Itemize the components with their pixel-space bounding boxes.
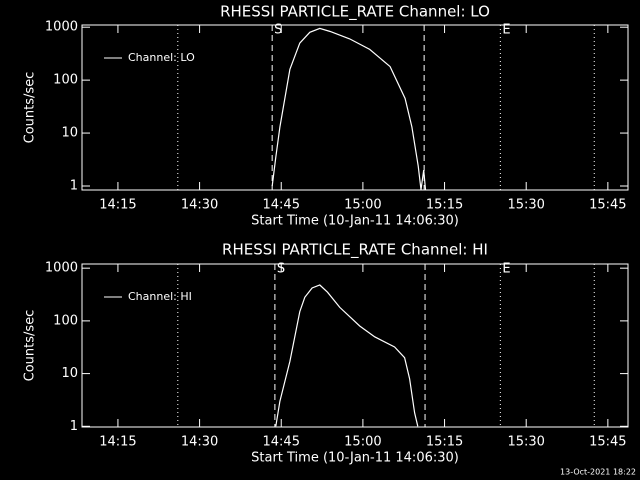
x-tick-label: 15:15	[426, 198, 463, 213]
footer: 13-Oct-2021 18:22	[560, 468, 636, 477]
y-tick-label: 1000	[45, 20, 78, 35]
legend-label: Channel: HI	[128, 290, 192, 303]
vline-label: S	[274, 23, 282, 38]
series-line	[271, 27, 427, 190]
y-tick-label: 1	[70, 178, 78, 193]
x-tick-label: 14:15	[99, 435, 136, 450]
plot-frame	[81, 24, 629, 191]
plot-frame	[81, 263, 629, 428]
y-tick-label: 10	[61, 126, 78, 141]
y-tick-label: 1000	[45, 261, 78, 276]
x-tick-label: 15:45	[589, 435, 626, 450]
chart-title: RHESSI PARTICLE_RATE Channel: LO	[220, 3, 490, 22]
x-tick-label: 15:00	[344, 198, 381, 213]
vline-label: S	[277, 262, 285, 277]
x-tick-label: 15:00	[344, 435, 381, 450]
x-tick-label: 15:30	[507, 435, 544, 450]
x-axis-label: Start Time (10-Jan-11 14:06:30)	[251, 214, 459, 229]
legend-label: Channel: LO	[128, 51, 195, 64]
series-line	[275, 284, 419, 427]
y-axis-label: Counts/sec	[23, 72, 38, 144]
x-tick-label: 14:30	[181, 198, 218, 213]
vline-label: E	[502, 262, 510, 277]
x-tick-label: 14:45	[263, 198, 300, 213]
x-tick-label: 14:45	[263, 435, 300, 450]
x-tick-label: 14:30	[181, 435, 218, 450]
x-tick-label: 15:45	[589, 198, 626, 213]
vline-label: E	[502, 23, 510, 38]
x-tick-label: 14:15	[99, 198, 136, 213]
x-axis-label: Start Time (10-Jan-11 14:06:30)	[251, 451, 459, 466]
y-tick-label: 100	[53, 73, 78, 88]
y-tick-label: 10	[61, 366, 78, 381]
y-tick-label: 1	[70, 419, 78, 434]
y-axis-label: Counts/sec	[23, 310, 38, 382]
chart-title: RHESSI PARTICLE_RATE Channel: HI	[222, 241, 488, 260]
x-tick-label: 15:30	[507, 198, 544, 213]
y-tick-label: 100	[53, 313, 78, 328]
x-tick-label: 15:15	[426, 435, 463, 450]
